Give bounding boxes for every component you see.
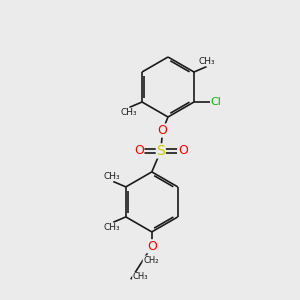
Text: O: O: [178, 144, 188, 158]
Text: CH₃: CH₃: [103, 223, 120, 232]
Text: S: S: [156, 144, 165, 158]
Text: Cl: Cl: [211, 97, 222, 107]
Text: CH₂: CH₂: [143, 256, 159, 265]
Text: CH₃: CH₃: [121, 108, 137, 117]
Text: O: O: [147, 240, 157, 253]
Text: O: O: [158, 124, 167, 137]
Text: O: O: [134, 144, 144, 158]
Text: CH₃: CH₃: [199, 57, 215, 66]
Text: CH₃: CH₃: [103, 172, 120, 181]
Text: CH₃: CH₃: [133, 272, 148, 281]
